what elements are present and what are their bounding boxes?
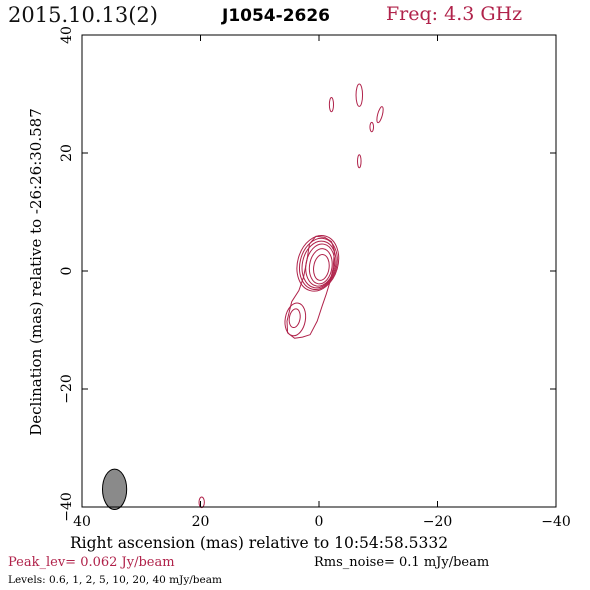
tick-layer: [81, 34, 557, 508]
x-tick-label: −40: [541, 514, 571, 530]
contour-blob: [376, 106, 384, 124]
frequency-label: Freq: 4.3 GHz: [386, 3, 523, 25]
contour-levels: Levels: 0.6, 1, 2, 5, 10, 20, 40 mJy/bea…: [8, 574, 222, 586]
observation-date: 2015.10.13(2): [8, 3, 158, 27]
contour-blob: [357, 154, 362, 169]
y-tick-label: 0: [59, 267, 75, 276]
y-tick-label: −40: [59, 492, 75, 522]
jet-contour: [288, 308, 301, 329]
core-contour: [308, 248, 333, 285]
peak-level: Peak_lev= 0.062 Jy/beam: [8, 555, 175, 570]
core-contour: [313, 254, 330, 281]
contour-blob: [198, 496, 205, 509]
contour-blob: [369, 121, 375, 133]
source-name: J1054-2626: [222, 6, 331, 26]
beam-ellipse: [102, 468, 128, 510]
rms-noise: Rms_noise= 0.1 mJy/beam: [314, 555, 490, 570]
y-tick-label: −20: [59, 374, 75, 404]
contour-blob: [328, 97, 335, 113]
y-axis-label: Declination (mas) relative to -26:26:30.…: [27, 108, 45, 436]
contour-layer: [102, 83, 384, 510]
jet-contour: [284, 302, 307, 337]
plot-frame: [81, 34, 557, 508]
x-tick-label: 0: [315, 514, 324, 530]
core-contour: [305, 243, 336, 287]
y-tick-label: 40: [59, 26, 75, 44]
x-axis-label: Right ascension (mas) relative to 10:54:…: [70, 534, 449, 552]
core-contour: [296, 235, 340, 292]
x-tick-label: −20: [423, 514, 453, 530]
core-contour: [301, 240, 337, 289]
x-tick-label: 40: [73, 514, 91, 530]
tick-label-layer: 40 20 0 −20 −40 −40 −20 0 20 40: [59, 26, 571, 530]
y-tick-label: 20: [59, 144, 75, 162]
contour-blob: [355, 83, 364, 107]
x-tick-label: 20: [192, 514, 210, 530]
core-contour: [299, 237, 338, 290]
